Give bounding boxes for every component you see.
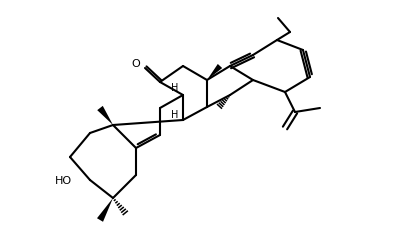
Text: H: H <box>171 110 179 120</box>
Polygon shape <box>97 106 113 125</box>
Text: HO: HO <box>55 176 72 186</box>
Polygon shape <box>207 64 222 80</box>
Text: O: O <box>131 59 140 69</box>
Text: H: H <box>171 83 179 93</box>
Polygon shape <box>97 198 113 222</box>
